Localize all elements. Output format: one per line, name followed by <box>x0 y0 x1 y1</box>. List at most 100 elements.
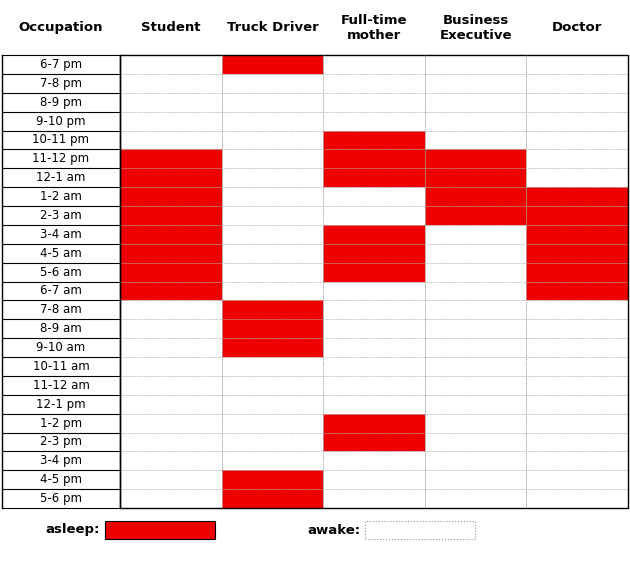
Bar <box>365 521 475 539</box>
Bar <box>323 243 425 263</box>
Bar <box>323 55 425 74</box>
Bar <box>425 489 527 508</box>
Text: 1-2 am: 1-2 am <box>40 190 82 203</box>
Bar <box>527 149 628 168</box>
Bar <box>222 319 323 338</box>
Bar <box>425 112 527 131</box>
Bar <box>425 395 527 413</box>
Bar <box>120 55 628 508</box>
Bar <box>323 263 425 282</box>
Bar <box>425 338 527 357</box>
Bar <box>222 187 323 206</box>
Bar <box>120 149 222 168</box>
Bar <box>222 112 323 131</box>
Bar <box>323 131 425 149</box>
Text: 6-7 pm: 6-7 pm <box>40 58 82 71</box>
Bar <box>323 74 425 93</box>
Bar <box>120 338 222 357</box>
Text: 5-6 pm: 5-6 pm <box>40 492 82 505</box>
Bar <box>222 489 323 508</box>
Text: 12-1 pm: 12-1 pm <box>36 398 86 411</box>
Text: 10-11 am: 10-11 am <box>33 360 89 373</box>
Bar <box>425 413 527 433</box>
Bar <box>120 225 222 243</box>
Bar <box>527 300 628 319</box>
Bar <box>222 376 323 395</box>
Bar <box>323 338 425 357</box>
Text: 8-9 am: 8-9 am <box>40 322 82 335</box>
Bar <box>527 225 628 243</box>
Bar <box>527 243 628 263</box>
Bar <box>120 187 222 206</box>
Bar <box>222 149 323 168</box>
Bar <box>120 131 222 149</box>
Bar <box>527 376 628 395</box>
Bar <box>222 338 323 357</box>
Bar <box>222 263 323 282</box>
Text: Truck Driver: Truck Driver <box>227 21 318 34</box>
Bar <box>527 93 628 112</box>
Bar <box>120 433 222 452</box>
Text: 4-5 am: 4-5 am <box>40 247 82 260</box>
Text: 2-3 am: 2-3 am <box>40 209 82 222</box>
Text: Doctor: Doctor <box>552 21 602 34</box>
Bar <box>527 168 628 187</box>
Bar <box>425 243 527 263</box>
Bar <box>323 282 425 300</box>
Bar <box>120 55 222 74</box>
Bar <box>323 187 425 206</box>
Bar <box>527 206 628 225</box>
Bar <box>222 300 323 319</box>
Text: 8-9 pm: 8-9 pm <box>40 96 82 109</box>
Bar <box>222 131 323 149</box>
Bar <box>425 452 527 470</box>
Text: Occupation: Occupation <box>19 21 103 34</box>
Text: 2-3 pm: 2-3 pm <box>40 435 82 448</box>
Bar <box>323 300 425 319</box>
Bar <box>527 112 628 131</box>
Bar <box>323 225 425 243</box>
Bar <box>425 300 527 319</box>
Bar <box>323 489 425 508</box>
Bar <box>222 168 323 187</box>
Bar <box>425 433 527 452</box>
Bar <box>527 319 628 338</box>
Bar <box>120 243 222 263</box>
Bar <box>120 93 222 112</box>
Text: 12-1 am: 12-1 am <box>37 171 86 184</box>
Bar <box>222 206 323 225</box>
Text: Business
Executive: Business Executive <box>439 13 512 42</box>
Bar <box>527 187 628 206</box>
Bar <box>425 357 527 376</box>
Bar <box>120 168 222 187</box>
Bar <box>425 149 527 168</box>
Text: 3-4 am: 3-4 am <box>40 228 82 241</box>
Bar <box>425 55 527 74</box>
Bar <box>527 433 628 452</box>
Bar <box>425 225 527 243</box>
Bar <box>323 413 425 433</box>
Bar <box>222 357 323 376</box>
Bar <box>323 452 425 470</box>
Bar <box>323 319 425 338</box>
Bar <box>323 357 425 376</box>
Text: 11-12 pm: 11-12 pm <box>32 153 89 165</box>
Bar <box>323 470 425 489</box>
Bar <box>323 168 425 187</box>
Bar <box>527 263 628 282</box>
Bar <box>120 452 222 470</box>
Bar <box>323 112 425 131</box>
Text: 10-11 pm: 10-11 pm <box>33 134 89 146</box>
Bar <box>120 319 222 338</box>
Text: 4-5 pm: 4-5 pm <box>40 473 82 486</box>
Bar <box>527 74 628 93</box>
Bar <box>323 433 425 452</box>
Bar <box>120 263 222 282</box>
Text: 3-4 pm: 3-4 pm <box>40 454 82 467</box>
Text: asleep:: asleep: <box>45 523 100 536</box>
Bar <box>527 131 628 149</box>
Text: 6-7 am: 6-7 am <box>40 284 82 297</box>
Bar <box>527 395 628 413</box>
Text: awake:: awake: <box>307 523 360 536</box>
Text: 5-6 am: 5-6 am <box>40 265 82 279</box>
